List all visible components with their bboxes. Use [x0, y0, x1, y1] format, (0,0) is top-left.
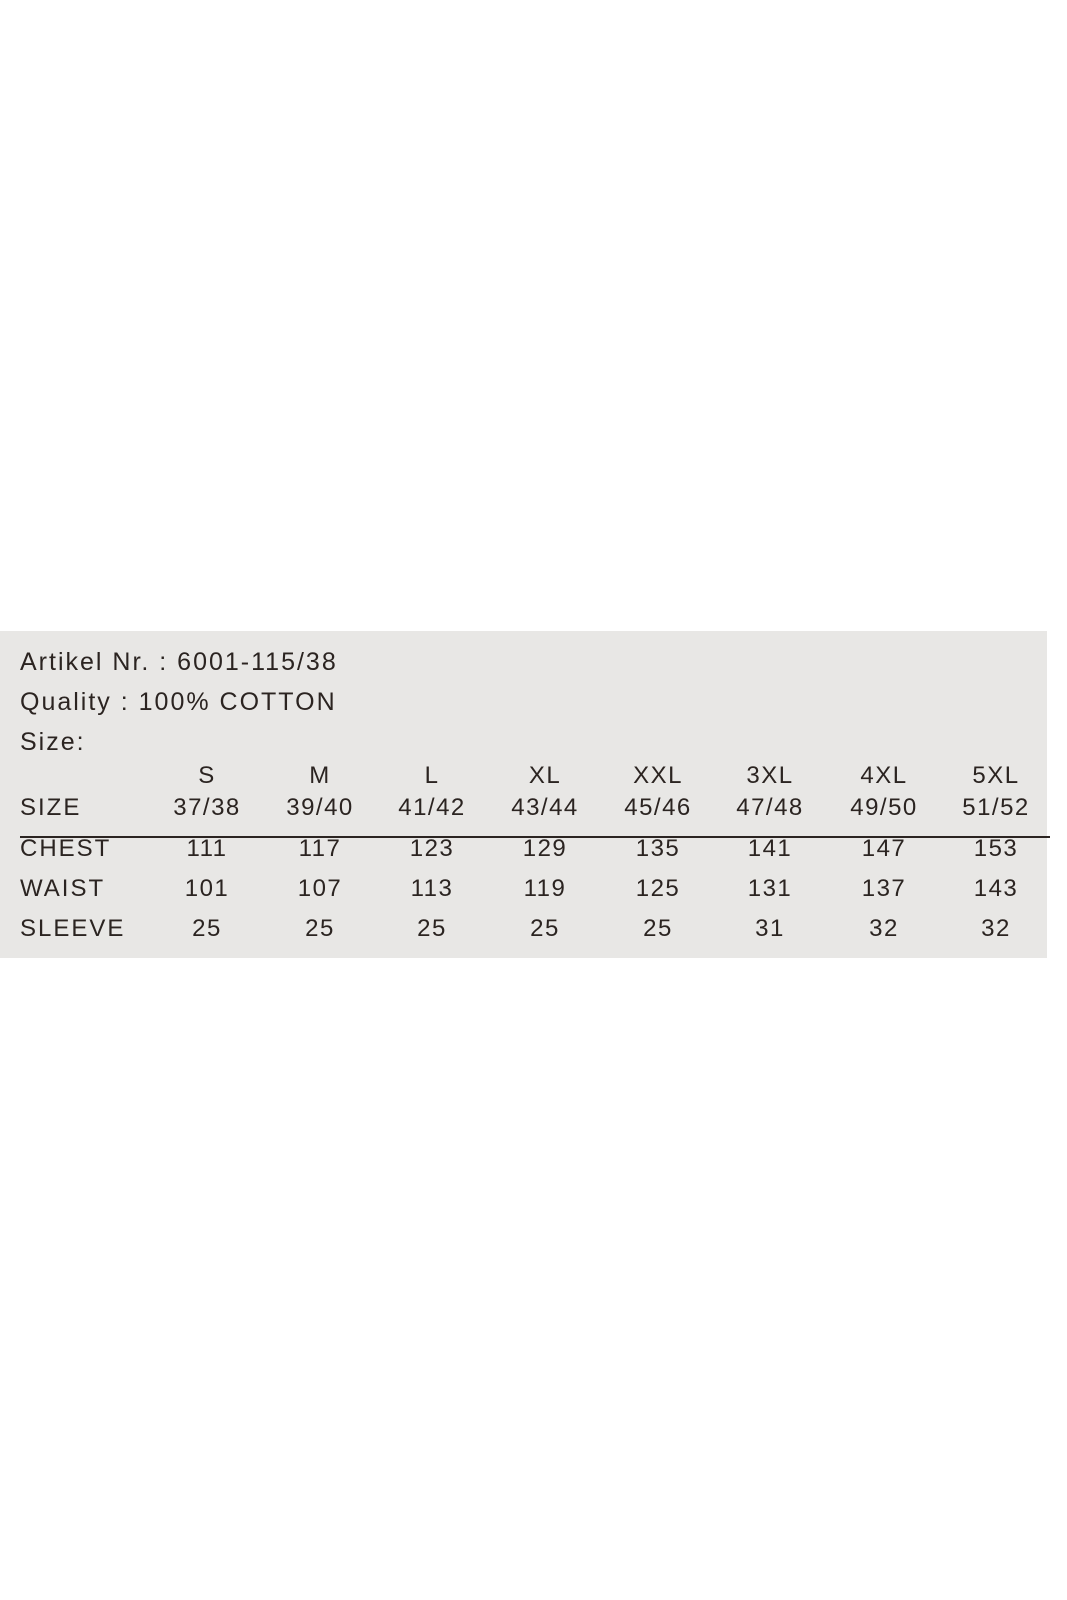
- column-size: L: [424, 762, 440, 789]
- table-cell: 25: [192, 915, 222, 942]
- column-size: 3XL: [746, 762, 794, 789]
- size-header-label: SIZE: [20, 794, 82, 821]
- table-cell: 117: [298, 835, 342, 862]
- table-cell: 107: [297, 875, 343, 902]
- column-eu: 51/52: [962, 794, 1030, 821]
- column-eu: 41/42: [398, 794, 466, 821]
- table-cell: 25: [530, 915, 560, 942]
- table-cell: 129: [522, 835, 568, 862]
- size-label-panel: [0, 631, 1047, 958]
- table-cell: 143: [973, 875, 1019, 902]
- quality: Quality : 100% COTTON: [20, 688, 337, 716]
- table-cell: 25: [417, 915, 447, 942]
- table-cell: 25: [305, 915, 335, 942]
- table-cell: 111: [186, 835, 228, 862]
- column-size: 4XL: [860, 762, 908, 789]
- table-cell: 131: [747, 875, 793, 902]
- column-eu: 43/44: [511, 794, 579, 821]
- table-cell: 123: [409, 835, 455, 862]
- column-eu: 45/46: [624, 794, 692, 821]
- column-size: XXL: [633, 762, 683, 789]
- header-divider: [20, 836, 1050, 838]
- table-cell: 125: [635, 875, 681, 902]
- column-eu: 49/50: [850, 794, 918, 821]
- table-cell: 137: [861, 875, 907, 902]
- table-cell: 135: [635, 835, 681, 862]
- column-size: XL: [528, 762, 562, 789]
- column-eu: 37/38: [173, 794, 241, 821]
- size-heading: Size:: [20, 728, 86, 756]
- table-cell: 113: [410, 875, 454, 902]
- table-cell: 31: [755, 915, 785, 942]
- column-size: M: [309, 762, 331, 789]
- article-number: Artikel Nr. : 6001-115/38: [20, 648, 338, 676]
- row-label: SLEEVE: [20, 915, 126, 942]
- column-eu: 47/48: [736, 794, 804, 821]
- table-cell: 147: [861, 835, 907, 862]
- column-size: S: [198, 762, 216, 789]
- table-cell: 153: [973, 835, 1019, 862]
- table-cell: 25: [643, 915, 673, 942]
- row-label: WAIST: [20, 875, 106, 902]
- table-cell: 141: [747, 835, 793, 862]
- table-cell: 32: [869, 915, 899, 942]
- column-size: 5XL: [972, 762, 1020, 789]
- row-label: CHEST: [20, 835, 112, 862]
- table-cell: 119: [523, 875, 567, 902]
- table-cell: 101: [184, 875, 230, 902]
- table-cell: 32: [981, 915, 1011, 942]
- column-eu: 39/40: [286, 794, 354, 821]
